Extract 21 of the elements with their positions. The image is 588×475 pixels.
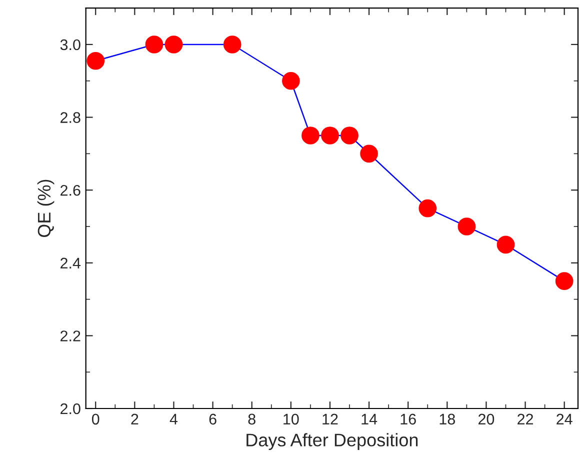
x-tick-label: 12 <box>322 414 338 424</box>
y-tick-label: 3.0 <box>60 39 80 50</box>
x-tick-label: 10 <box>284 414 299 425</box>
y-tick-label: 2.2 <box>60 330 80 342</box>
x-tick-label: 0 <box>92 414 100 425</box>
x-tick-label: 16 <box>400 414 416 425</box>
x-tick-label: 18 <box>440 414 455 425</box>
x-tick-label: 8 <box>248 414 256 425</box>
x-axis-title: Days After Deposition <box>246 433 418 450</box>
x-tick-label: 22 <box>518 414 534 424</box>
x-tick-label: 24 <box>556 414 572 424</box>
y-tick-label: 2.0 <box>60 403 80 414</box>
x-tick-label: 2 <box>131 414 138 424</box>
x-tick-label: 14 <box>362 414 378 424</box>
y-tick-label: 2.8 <box>60 112 80 123</box>
y-axis-title: QE (%) <box>37 180 54 238</box>
y-tick-label: 2.4 <box>60 258 81 268</box>
x-tick-label: 20 <box>478 414 494 425</box>
x-tick-label: 4 <box>170 414 178 424</box>
y-tick-label: 2.6 <box>60 184 80 196</box>
x-tick-label: 6 <box>209 414 216 425</box>
